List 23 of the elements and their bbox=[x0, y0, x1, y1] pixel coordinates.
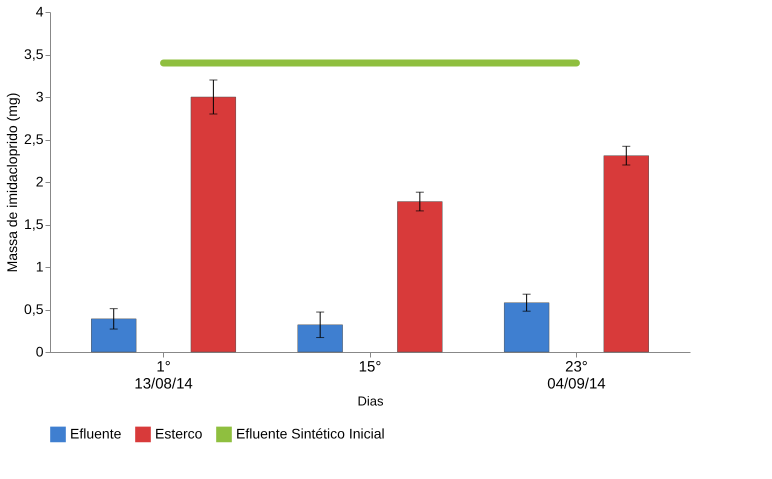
y-tick-label: 0 bbox=[36, 344, 44, 360]
bar bbox=[397, 201, 443, 352]
legend-label: Esterco bbox=[155, 425, 203, 442]
bar bbox=[504, 302, 550, 352]
legend-label: Efluente Sintético Inicial bbox=[236, 425, 385, 442]
legend-label: Efluente bbox=[70, 425, 122, 442]
bar bbox=[604, 155, 649, 352]
bar bbox=[190, 96, 236, 352]
y-tick-label: 4 bbox=[36, 4, 44, 20]
x-axis-title: Dias bbox=[357, 394, 384, 408]
y-tick-label: 2,5 bbox=[24, 131, 44, 147]
y-tick-label: 3 bbox=[36, 88, 44, 104]
y-tick-label: 0,5 bbox=[24, 301, 44, 317]
bar bbox=[297, 324, 343, 352]
y-tick-label: 3,5 bbox=[24, 46, 44, 62]
x-tick-label: 15° bbox=[358, 358, 382, 376]
y-tick-label: 1 bbox=[36, 258, 44, 274]
x-tick-label: 1° 13/08/14 bbox=[134, 358, 193, 392]
y-axis-title: Massa de imidacloprido (mg) bbox=[4, 92, 20, 272]
y-tick-label: 2 bbox=[36, 174, 44, 190]
bar bbox=[91, 318, 136, 352]
x-tick-label: 23° 04/09/14 bbox=[547, 358, 606, 392]
y-tick-label: 1,5 bbox=[24, 216, 44, 232]
